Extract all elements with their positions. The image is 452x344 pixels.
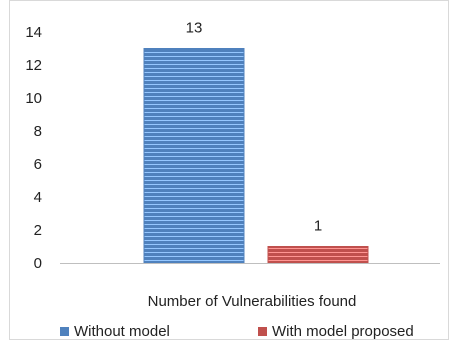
y-tick-label: 6 [34, 156, 42, 173]
legend-swatch-without-model [60, 327, 69, 336]
data-label: 13 [186, 20, 203, 37]
category-label: Number of Vulnerabilities found [148, 293, 357, 310]
bars [143, 48, 369, 264]
y-tick-label: 4 [34, 189, 42, 206]
bar-without-model [143, 48, 245, 264]
y-axis: 0 2 4 6 8 10 12 14 [25, 24, 42, 272]
y-tick-label: 12 [25, 57, 42, 74]
y-tick-label: 8 [34, 123, 42, 140]
data-labels: 13 1 [186, 20, 323, 235]
legend-label-without-model: Without model [74, 323, 170, 340]
y-tick-label: 2 [34, 222, 42, 239]
legend-swatch-with-model-proposed [258, 327, 267, 336]
y-tick-label: 10 [25, 90, 42, 107]
legend: Without model With model proposed [60, 323, 414, 340]
data-label: 1 [314, 218, 322, 235]
legend-label-with-model-proposed: With model proposed [272, 323, 414, 340]
y-tick-label: 14 [25, 24, 42, 41]
bar-with-model-proposed [267, 246, 369, 264]
y-tick-label: 0 [34, 255, 42, 272]
